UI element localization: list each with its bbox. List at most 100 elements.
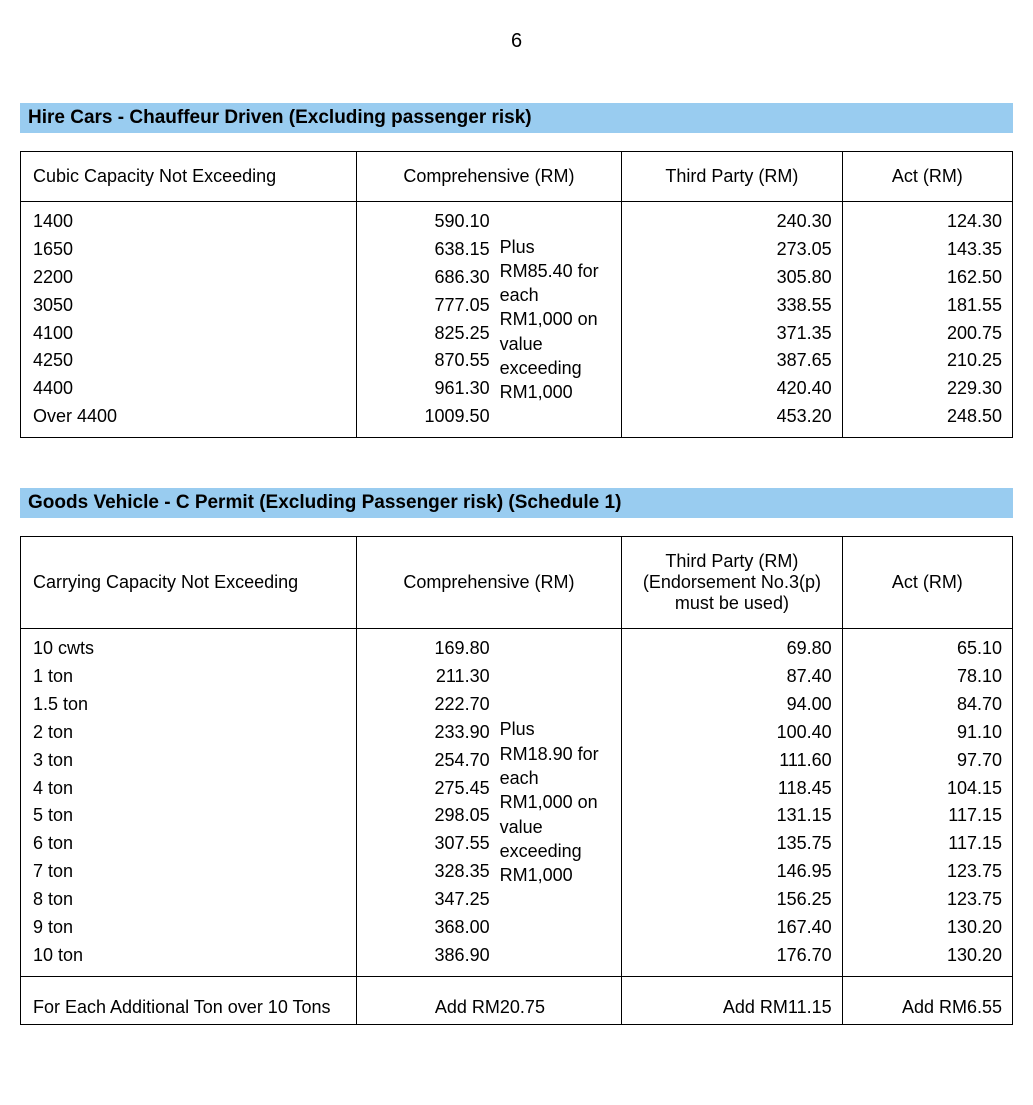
capacity-value: 7 ton (33, 858, 346, 886)
capacity-value: 1650 (33, 236, 346, 264)
thirdparty-value: 111.60 (634, 747, 831, 775)
comprehensive-value: 777.05 (369, 292, 490, 320)
comprehensive-value: 275.45 (369, 775, 490, 803)
section1-col-capacity: Cubic Capacity Not Exceeding (21, 152, 357, 202)
thirdparty-value: 69.80 (634, 635, 831, 663)
section2-col-thirdparty: Third Party (RM) (Endorsement No.3(p) mu… (622, 537, 842, 629)
act-value: 200.75 (855, 320, 1002, 348)
act-value: 229.30 (855, 375, 1002, 403)
section1-col-comprehensive: Comprehensive (RM) (356, 152, 622, 202)
thirdparty-value: 135.75 (634, 830, 831, 858)
capacity-value: 4400 (33, 375, 346, 403)
capacity-value: Over 4400 (33, 403, 346, 431)
comprehensive-value: 870.55 (369, 347, 490, 375)
capacity-value: 5 ton (33, 802, 346, 830)
comprehensive-value: 211.30 (369, 663, 490, 691)
act-value: 65.10 (855, 635, 1002, 663)
act-value: 117.15 (855, 830, 1002, 858)
section1-header-row: Cubic Capacity Not Exceeding Comprehensi… (21, 152, 1013, 202)
capacity-value: 2 ton (33, 719, 346, 747)
capacity-value: 10 ton (33, 942, 346, 970)
act-value: 181.55 (855, 292, 1002, 320)
page-number: 6 (20, 30, 1013, 53)
section1-comp-note: Plus RM85.40 for each RM1,000 on value e… (490, 208, 612, 431)
thirdparty-value: 94.00 (634, 691, 831, 719)
thirdparty-value: 100.40 (634, 719, 831, 747)
capacity-value: 9 ton (33, 914, 346, 942)
section2-header-row: Carrying Capacity Not Exceeding Comprehe… (21, 537, 1013, 629)
act-value: 162.50 (855, 264, 1002, 292)
capacity-value: 4 ton (33, 775, 346, 803)
thirdparty-value: 453.20 (634, 403, 831, 431)
act-value: 84.70 (855, 691, 1002, 719)
comprehensive-value: 298.05 (369, 802, 490, 830)
act-value: 248.50 (855, 403, 1002, 431)
comprehensive-value: 1009.50 (369, 403, 490, 431)
capacity-value: 3050 (33, 292, 346, 320)
thirdparty-value: 167.40 (634, 914, 831, 942)
act-value: 123.75 (855, 886, 1002, 914)
capacity-value: 2200 (33, 264, 346, 292)
comprehensive-value: 638.15 (369, 236, 490, 264)
act-value: 91.10 (855, 719, 1002, 747)
capacity-value: 1 ton (33, 663, 346, 691)
act-value: 124.30 (855, 208, 1002, 236)
act-value: 123.75 (855, 858, 1002, 886)
thirdparty-value: 305.80 (634, 264, 831, 292)
comprehensive-value: 347.25 (369, 886, 490, 914)
comprehensive-value: 686.30 (369, 264, 490, 292)
section2-comp-note: Plus RM18.90 for each RM1,000 on value e… (490, 635, 612, 970)
section2-table: Carrying Capacity Not Exceeding Comprehe… (20, 536, 1013, 1025)
section2-additional-tp: Add RM11.15 (622, 976, 842, 1024)
table-row: 1400165022003050410042504400Over 4400 59… (21, 202, 1013, 438)
act-value: 130.20 (855, 914, 1002, 942)
section2-additional-comp: Add RM20.75 (356, 976, 622, 1024)
comprehensive-value: 328.35 (369, 858, 490, 886)
comprehensive-value: 825.25 (369, 320, 490, 348)
section2-col-comprehensive: Comprehensive (RM) (356, 537, 622, 629)
capacity-value: 10 cwts (33, 635, 346, 663)
thirdparty-value: 156.25 (634, 886, 831, 914)
thirdparty-value: 420.40 (634, 375, 831, 403)
comprehensive-value: 590.10 (369, 208, 490, 236)
thirdparty-value: 87.40 (634, 663, 831, 691)
thirdparty-value: 338.55 (634, 292, 831, 320)
section2-header: Goods Vehicle - C Permit (Excluding Pass… (20, 488, 1013, 518)
capacity-value: 3 ton (33, 747, 346, 775)
capacity-value: 4250 (33, 347, 346, 375)
capacity-value: 1400 (33, 208, 346, 236)
comprehensive-value: 254.70 (369, 747, 490, 775)
section1-col-act: Act (RM) (842, 152, 1012, 202)
thirdparty-value: 176.70 (634, 942, 831, 970)
section1-header: Hire Cars - Chauffeur Driven (Excluding … (20, 103, 1013, 133)
act-value: 117.15 (855, 802, 1002, 830)
section2-additional-row: For Each Additional Ton over 10 Tons Add… (21, 976, 1013, 1024)
thirdparty-value: 118.45 (634, 775, 831, 803)
thirdparty-value: 371.35 (634, 320, 831, 348)
act-value: 104.15 (855, 775, 1002, 803)
act-value: 130.20 (855, 942, 1002, 970)
thirdparty-value: 240.30 (634, 208, 831, 236)
comprehensive-value: 368.00 (369, 914, 490, 942)
act-value: 78.10 (855, 663, 1002, 691)
section2-additional-act: Add RM6.55 (842, 976, 1012, 1024)
table-row: 10 cwts1 ton1.5 ton2 ton3 ton4 ton5 ton6… (21, 629, 1013, 977)
capacity-value: 8 ton (33, 886, 346, 914)
act-value: 210.25 (855, 347, 1002, 375)
capacity-value: 1.5 ton (33, 691, 346, 719)
act-value: 97.70 (855, 747, 1002, 775)
section1-col-thirdparty: Third Party (RM) (622, 152, 842, 202)
comprehensive-value: 169.80 (369, 635, 490, 663)
capacity-value: 4100 (33, 320, 346, 348)
comprehensive-value: 961.30 (369, 375, 490, 403)
capacity-value: 6 ton (33, 830, 346, 858)
comprehensive-value: 233.90 (369, 719, 490, 747)
section1-table: Cubic Capacity Not Exceeding Comprehensi… (20, 151, 1013, 438)
section2-col-act: Act (RM) (842, 537, 1012, 629)
section2-additional-cap: For Each Additional Ton over 10 Tons (21, 976, 357, 1024)
thirdparty-value: 387.65 (634, 347, 831, 375)
comprehensive-value: 222.70 (369, 691, 490, 719)
comprehensive-value: 386.90 (369, 942, 490, 970)
thirdparty-value: 146.95 (634, 858, 831, 886)
section2-col-capacity: Carrying Capacity Not Exceeding (21, 537, 357, 629)
